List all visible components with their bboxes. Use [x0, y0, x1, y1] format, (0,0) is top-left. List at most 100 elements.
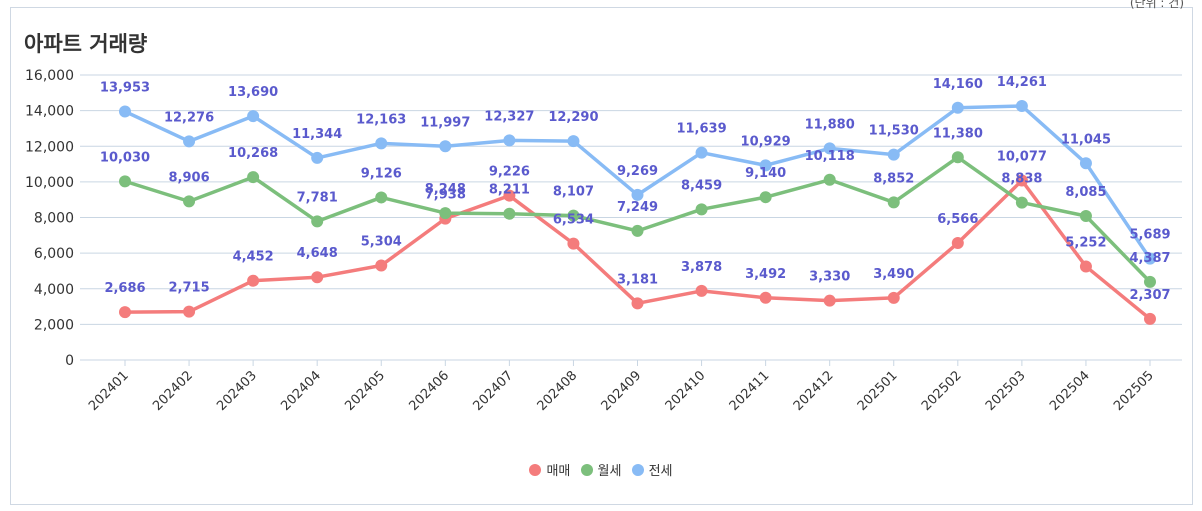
- data-label: 2,715: [169, 281, 210, 296]
- data-point: [119, 306, 131, 319]
- y-tick-label: 6,000: [34, 246, 74, 262]
- legend-item-sale[interactable]: 매매: [529, 460, 570, 479]
- data-label: 11,380: [933, 126, 983, 141]
- y-tick-label: 14,000: [25, 104, 74, 120]
- data-label: 9,126: [361, 166, 402, 181]
- data-label: 12,327: [484, 109, 534, 124]
- data-point: [823, 294, 836, 307]
- data-label: 8,085: [1065, 185, 1106, 200]
- x-tick-label: 202502: [919, 368, 965, 414]
- data-label: 4,387: [1129, 251, 1170, 266]
- data-point: [1144, 252, 1156, 265]
- data-label: 14,160: [933, 77, 983, 92]
- data-point: [1144, 275, 1156, 288]
- data-point: [759, 191, 772, 204]
- data-point: [503, 189, 516, 202]
- data-label: 5,252: [1065, 235, 1106, 250]
- data-point: [631, 297, 644, 310]
- data-point: [439, 207, 452, 220]
- legend-label-monthly-rent: 월세: [597, 464, 622, 479]
- data-label: 4,452: [233, 250, 274, 265]
- x-tick-label: 202410: [663, 368, 709, 414]
- data-point: [695, 284, 708, 297]
- data-point: [119, 105, 131, 118]
- data-label: 3,181: [617, 272, 658, 287]
- data-label: 5,304: [361, 235, 402, 250]
- data-label: 8,248: [425, 182, 466, 197]
- legend: 매매 월세 전세: [0, 460, 1202, 480]
- data-label: 11,639: [676, 122, 726, 137]
- data-point: [375, 191, 388, 204]
- data-point: [823, 142, 836, 155]
- data-point: [375, 137, 388, 150]
- x-tick-label: 202409: [599, 368, 645, 414]
- data-label: 8,838: [1001, 172, 1042, 187]
- data-point: [503, 207, 516, 220]
- legend-dot-monthly-rent: [580, 463, 593, 476]
- x-tick-label: 202403: [214, 368, 260, 414]
- data-label: 11,344: [292, 127, 342, 142]
- data-point: [1079, 209, 1092, 222]
- data-label: 8,107: [553, 185, 594, 200]
- data-point: [1079, 260, 1092, 273]
- data-label: 9,269: [617, 164, 658, 179]
- data-label: 11,880: [805, 117, 855, 132]
- y-tick-label: 12,000: [25, 139, 74, 155]
- data-point: [1015, 174, 1028, 187]
- data-point: [887, 291, 900, 304]
- data-label: 7,249: [617, 200, 658, 215]
- data-label: 9,226: [489, 165, 530, 180]
- unit-note: (단위 : 건): [1129, 0, 1184, 10]
- legend-label-sale: 매매: [546, 464, 571, 479]
- data-label: 2,686: [104, 281, 145, 296]
- data-label: 7,938: [425, 188, 466, 203]
- data-point: [183, 195, 196, 208]
- data-label: 4,648: [297, 246, 338, 261]
- data-point: [759, 291, 772, 304]
- data-point: [823, 173, 836, 186]
- data-point: [631, 224, 644, 237]
- data-label: 3,330: [809, 270, 850, 285]
- y-tick-label: 2,000: [34, 317, 74, 333]
- data-label: 5,689: [1129, 228, 1170, 243]
- data-point: [759, 159, 772, 172]
- data-point: [951, 237, 964, 250]
- data-label: 8,459: [681, 178, 722, 193]
- data-point: [247, 274, 260, 287]
- x-tick-label: 202402: [150, 368, 196, 414]
- data-point: [247, 110, 260, 123]
- data-point: [1015, 196, 1028, 209]
- data-label: 3,490: [873, 267, 914, 282]
- data-point: [567, 237, 580, 250]
- data-label: 11,045: [1061, 132, 1111, 147]
- x-tick-label: 202405: [342, 368, 388, 414]
- y-tick-label: 0: [65, 353, 74, 369]
- x-tick-label: 202412: [791, 368, 837, 414]
- x-tick-label: 202411: [727, 368, 773, 414]
- x-tick-label: 202401: [86, 368, 132, 414]
- data-label: 12,163: [356, 112, 406, 127]
- x-tick-label: 202505: [1111, 368, 1157, 414]
- data-label: 8,211: [489, 183, 530, 198]
- y-tick-label: 10,000: [25, 175, 74, 191]
- data-point: [695, 203, 708, 216]
- data-label: 13,953: [100, 80, 150, 95]
- legend-dot-jeonse: [631, 463, 644, 476]
- legend-item-jeonse[interactable]: 전세: [631, 460, 673, 479]
- x-tick-label: 202501: [855, 368, 901, 414]
- data-label: 11,530: [869, 124, 919, 139]
- x-tick-label: 202408: [535, 368, 581, 414]
- data-label: 10,077: [997, 150, 1047, 165]
- data-point: [311, 151, 324, 164]
- y-tick-label: 8,000: [34, 211, 74, 227]
- x-tick-label: 202404: [278, 368, 324, 414]
- data-label: 10,030: [100, 150, 150, 165]
- data-label: 6,566: [937, 212, 978, 227]
- data-label: 7,781: [297, 190, 338, 205]
- data-point: [311, 215, 324, 228]
- data-label: 13,690: [228, 85, 278, 100]
- chart-title: 아파트 거래량: [24, 32, 148, 56]
- legend-item-monthly-rent[interactable]: 월세: [580, 460, 622, 479]
- data-label: 10,929: [741, 134, 791, 149]
